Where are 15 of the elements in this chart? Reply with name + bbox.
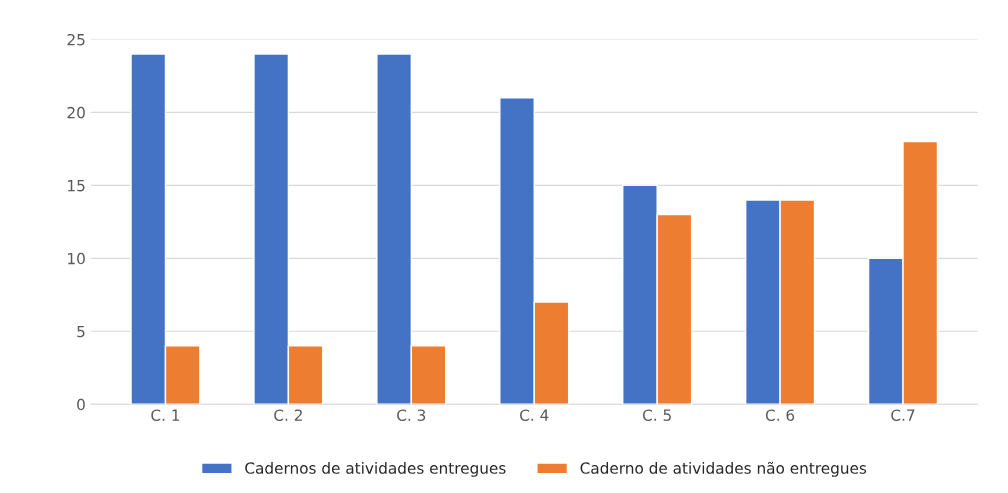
y-tick-label: 0 xyxy=(77,398,85,411)
x-tick-label: C. 6 xyxy=(765,409,795,421)
legend-label: Cadernos de atividades entregues xyxy=(245,462,506,477)
y-tick-label: 20 xyxy=(67,106,85,119)
x-tick-label: C. 3 xyxy=(397,409,426,421)
x-tick-label: C. 1 xyxy=(151,409,180,421)
legend-label: Caderno de atividades não entregues xyxy=(580,461,867,477)
x-tick-label: C. 5 xyxy=(642,409,671,421)
y-tick-label: 5 xyxy=(77,325,85,338)
x-tick-label: C. 4 xyxy=(520,409,549,421)
y-tick-label: 25 xyxy=(67,33,85,46)
x-tick-label: C. 2 xyxy=(274,409,302,421)
y-tick-label: 15 xyxy=(68,180,85,192)
x-tick-label: C.7 xyxy=(891,409,915,421)
y-tick-label: 10 xyxy=(68,252,85,265)
